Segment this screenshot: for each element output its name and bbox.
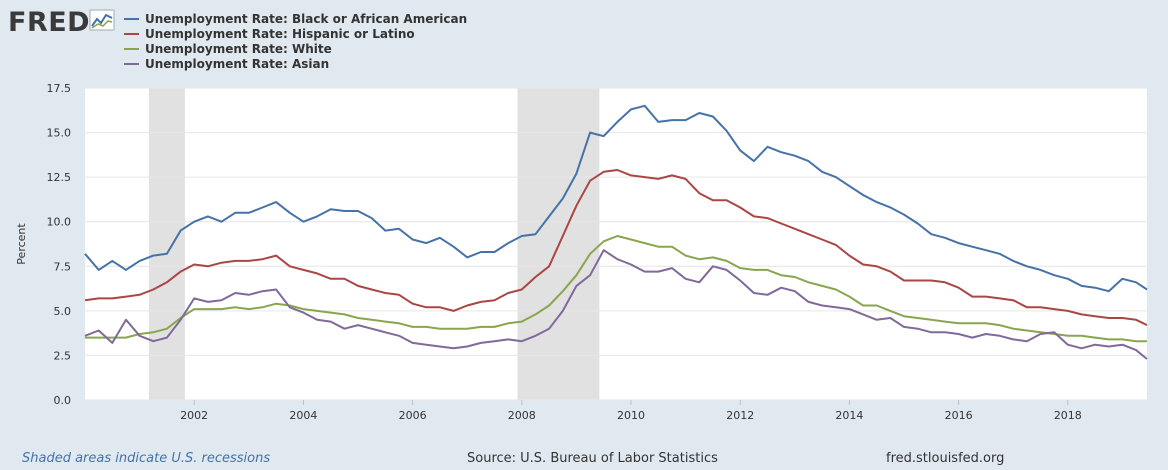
legend-item[interactable]: Unemployment Rate: Asian (124, 57, 329, 71)
x-tick-label: 2008 (508, 409, 536, 422)
y-tick-label: 17.5 (47, 82, 72, 95)
source-text: Source: U.S. Bureau of Labor Statistics (467, 451, 718, 466)
x-tick-label: 2016 (945, 409, 973, 422)
legend-label: Unemployment Rate: Asian (145, 57, 329, 71)
y-axis-label: Percent (15, 223, 28, 265)
x-tick-label: 2018 (1054, 409, 1082, 422)
y-tick-label: 0.0 (54, 394, 72, 407)
x-tick-label: 2002 (180, 409, 208, 422)
legend-label: Unemployment Rate: Hispanic or Latino (145, 27, 415, 41)
legend-item[interactable]: Unemployment Rate: Hispanic or Latino (124, 27, 415, 41)
fred-logo-text: FRED (8, 7, 90, 38)
x-tick-label: 2010 (617, 409, 645, 422)
x-axis-ticks: 2002 2004 2006 2008 2010 2012 2014 2016 2018 (180, 400, 1082, 422)
gridlines (85, 87, 1147, 401)
legend-label: Unemployment Rate: Black or African Amer… (145, 12, 467, 26)
series-lines (84, 104, 1148, 360)
x-tick-label: 2006 (399, 409, 427, 422)
line-chart-icon (89, 9, 115, 31)
recession-band-0 (148, 88, 185, 400)
series-line-2[interactable] (85, 235, 1147, 343)
legend-item[interactable]: Unemployment Rate: White (124, 42, 332, 56)
y-tick-label: 5.0 (54, 305, 72, 318)
legend-item[interactable]: Unemployment Rate: Black or African Amer… (124, 12, 467, 26)
y-tick-label: 7.5 (54, 260, 72, 273)
legend-label: Unemployment Rate: White (145, 42, 332, 56)
y-tick-label: 12.5 (47, 171, 72, 184)
y-axis-ticks: 0.0 2.5 5.0 7.5 10.0 12.5 15.0 17.5 (47, 82, 72, 407)
series-line-1[interactable] (84, 169, 1148, 326)
x-tick-label: 2012 (726, 409, 754, 422)
x-tick-label: 2014 (835, 409, 863, 422)
y-tick-label: 10.0 (47, 216, 72, 229)
series-line-3[interactable] (84, 249, 1148, 360)
plot-area (85, 88, 1147, 400)
y-tick-label: 2.5 (54, 349, 72, 362)
y-tick-label: 15.0 (47, 127, 72, 140)
recession-note-link[interactable]: Shaded areas indicate U.S. recessions (22, 451, 271, 466)
fred-url[interactable]: fred.stlouisfed.org (886, 451, 1005, 466)
legend: Unemployment Rate: Black or African Amer… (124, 12, 467, 71)
fred-logo[interactable]: FRED (8, 7, 115, 38)
series-line-0[interactable] (84, 104, 1148, 293)
x-tick-label: 2004 (289, 409, 317, 422)
